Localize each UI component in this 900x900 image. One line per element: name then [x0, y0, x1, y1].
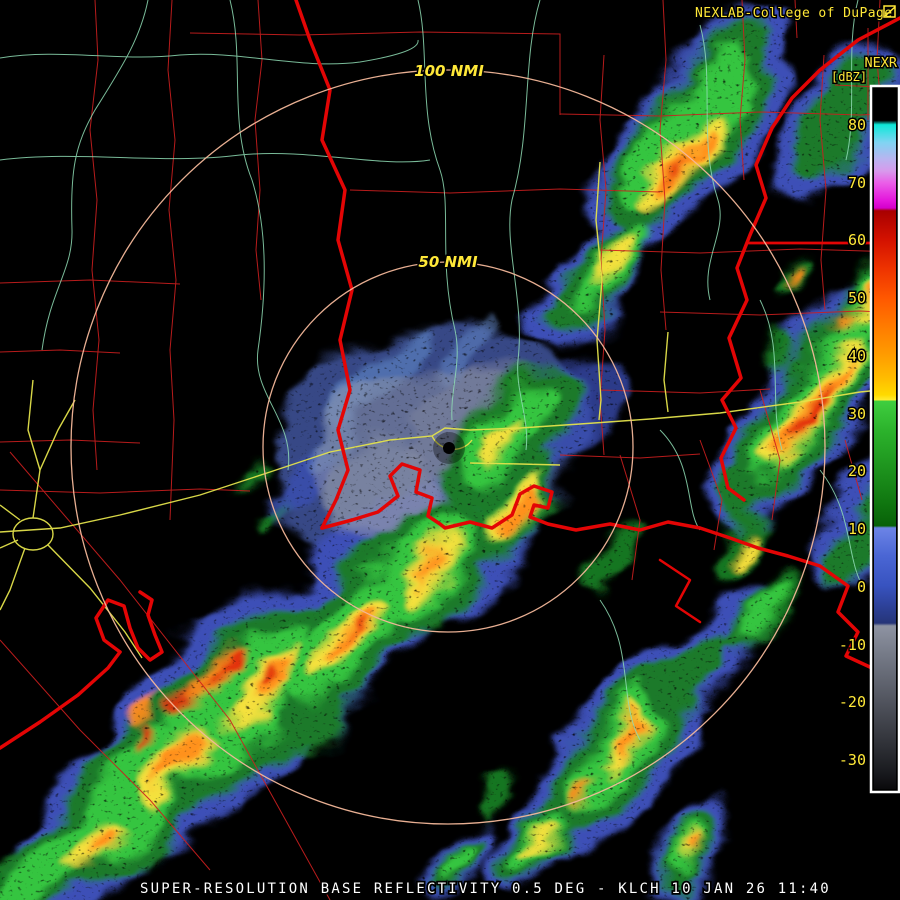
- credit-text: NEXLAB-College of DuPage: [695, 6, 892, 21]
- tick-70: 70: [848, 174, 866, 192]
- sabine-lake: [94, 590, 164, 662]
- ring-label-50nmi: 50 NMI: [418, 253, 478, 271]
- marsh-outline: [658, 558, 702, 624]
- tick-30: 30: [848, 405, 866, 423]
- ring-50nmi: [262, 261, 634, 633]
- tick-n20: -20: [839, 693, 866, 711]
- tick-0: 0: [857, 578, 866, 596]
- ring-label-100nmi: 100 NMI: [414, 62, 484, 80]
- tick-n30: -30: [839, 751, 866, 769]
- tick-40: 40: [848, 347, 866, 365]
- radar-site-halo: [433, 432, 465, 464]
- sabine-river: [294, 0, 354, 530]
- ring-100nmi: [70, 69, 826, 825]
- cod-logo-icon: [883, 5, 896, 18]
- range-rings: [70, 69, 826, 825]
- tick-n10: -10: [839, 636, 866, 654]
- tick-50: 50: [848, 289, 866, 307]
- radar-site-dot: [443, 442, 455, 454]
- river-lines: [0, 0, 866, 741]
- mississippi-river: [719, 16, 900, 502]
- colorbar-ticks: 80 70 60 50 40 30 20 10 0 -10 -20 -30: [837, 115, 867, 771]
- colorbar-units: [dBZ]: [831, 70, 867, 84]
- tick-60: 60: [848, 231, 866, 249]
- tick-80: 80: [848, 116, 866, 134]
- colorbar: 80 70 60 50 40 30 20 10 0 -10 -20 -30 NE…: [830, 54, 900, 794]
- state-and-water-lines: [0, 0, 900, 750]
- tick-20: 20: [848, 462, 866, 480]
- product-caption: SUPER-RESOLUTION BASE REFLECTIVITY 0.5 D…: [140, 881, 831, 897]
- texas-coast: [0, 650, 122, 750]
- echo-red-layer: [139, 154, 836, 752]
- colorbar-gradient: [874, 89, 896, 789]
- colorbar-title: NEXR: [864, 55, 897, 71]
- tick-10: 10: [848, 520, 866, 538]
- louisiana-coast: [320, 462, 900, 670]
